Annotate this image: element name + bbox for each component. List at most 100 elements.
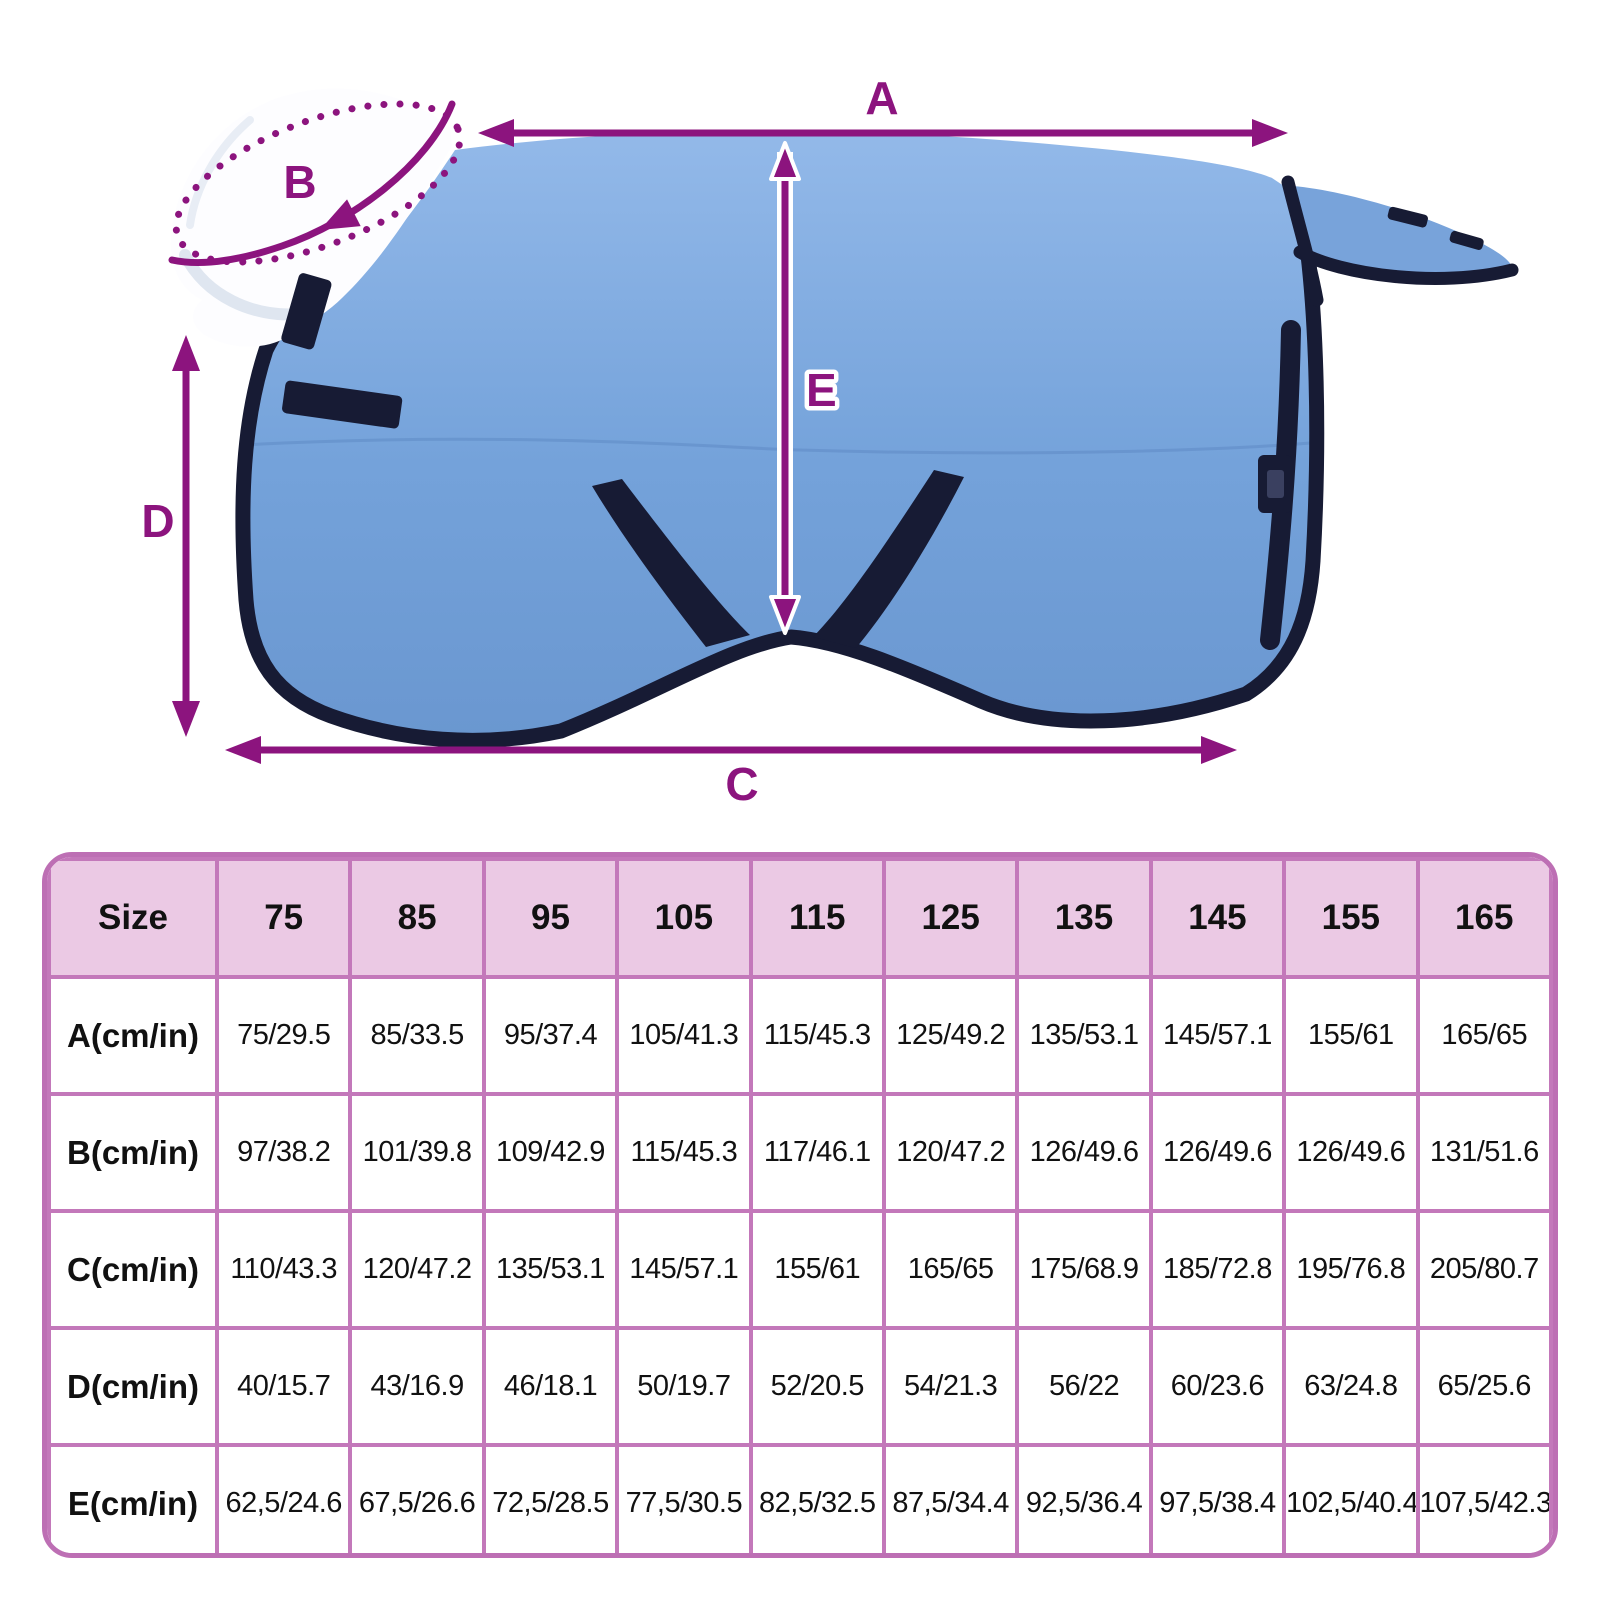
fleece-collar (170, 88, 453, 347)
size-value-cell: 105/41.3 (615, 975, 753, 1096)
size-value-cell: 67,5/26.6 (348, 1443, 486, 1553)
measurement-row-label: B(cm/in) (47, 1092, 219, 1213)
size-value-cell: 145/57.1 (615, 1209, 753, 1330)
size-value-cell: 195/76.8 (1282, 1209, 1420, 1330)
tail-flap-junction-trim (1281, 175, 1324, 307)
size-value-cell: 85/33.5 (348, 975, 486, 1096)
size-value-cell: 62,5/24.6 (214, 1443, 353, 1553)
size-table-header-row: Size 75 85 95 105 115 125 135 145 155 165 (47, 857, 1553, 979)
measure-e-arrow: E (769, 141, 841, 635)
tail-flap-trim (1293, 245, 1519, 285)
size-value-cell: 97/38.2 (214, 1092, 353, 1213)
measure-b-label: B (283, 156, 316, 208)
size-value-cell: 95/37.4 (481, 975, 620, 1096)
chest-strap (281, 273, 332, 350)
size-column-header: 165 (1415, 857, 1553, 979)
size-column-header: 115 (748, 857, 886, 979)
size-table-container: Size 75 85 95 105 115 125 135 145 155 165 A(cm/in)… (42, 852, 1558, 1558)
measurement-row-label: D(cm/in) (47, 1326, 219, 1447)
size-column-header: 145 (1148, 857, 1287, 979)
size-value-cell: 65/25.6 (1415, 1326, 1553, 1447)
size-value-cell: 165/65 (1415, 975, 1553, 1096)
horse-rug-illustration (170, 88, 1519, 748)
size-value-cell: 72,5/28.5 (481, 1443, 620, 1553)
size-value-cell: 155/61 (748, 1209, 886, 1330)
size-value-cell: 60/23.6 (1148, 1326, 1287, 1447)
measurement-row-label: C(cm/in) (47, 1209, 219, 1330)
size-value-cell: 46/18.1 (481, 1326, 620, 1447)
table-row: E(cm/in) 62,5/24.6 67,5/26.6 72,5/28.5 77,5/… (47, 1443, 1553, 1553)
size-value-cell: 120/47.2 (348, 1209, 486, 1330)
measure-d-label: D (141, 495, 174, 547)
size-value-cell: 155/61 (1282, 975, 1420, 1096)
belly-strap-right (813, 470, 964, 648)
size-value-cell: 185/72.8 (1148, 1209, 1287, 1330)
size-value-cell: 77,5/30.5 (615, 1443, 753, 1553)
size-value-cell: 107,5/42.3 (1415, 1443, 1553, 1553)
measure-b-arrow: B (168, 100, 464, 266)
table-row: C(cm/in) 110/43.3 120/47.2 135/53.1 145/57.1… (47, 1209, 1553, 1330)
size-value-cell: 101/39.8 (348, 1092, 486, 1213)
measure-a-label: A (865, 72, 898, 124)
size-column-header: 155 (1282, 857, 1420, 979)
size-value-cell: 205/80.7 (1415, 1209, 1553, 1330)
size-column-header: 135 (1015, 857, 1153, 979)
size-value-cell: 40/15.7 (214, 1326, 353, 1447)
size-value-cell: 135/53.1 (1015, 975, 1153, 1096)
table-row: B(cm/in) 97/38.2 101/39.8 109/42.9 115/45.3 1… (47, 1092, 1553, 1213)
size-value-cell: 126/49.6 (1015, 1092, 1153, 1213)
size-value-cell: 115/45.3 (615, 1092, 753, 1213)
size-value-cell: 175/68.9 (1015, 1209, 1153, 1330)
size-value-cell: 97,5/38.4 (1148, 1443, 1287, 1553)
size-value-cell: 87,5/34.4 (881, 1443, 1020, 1553)
size-value-cell: 50/19.7 (615, 1326, 753, 1447)
size-value-cell: 92,5/36.4 (1015, 1443, 1153, 1553)
size-value-cell: 102,5/40.4 (1282, 1443, 1420, 1553)
size-table: Size 75 85 95 105 115 125 135 145 155 165 A(cm/in)… (47, 857, 1553, 1553)
tail-flap-tab (1387, 206, 1428, 228)
rear-strap-buckle-slot (1267, 470, 1284, 498)
size-value-cell: 52/20.5 (748, 1326, 886, 1447)
size-value-cell: 126/49.6 (1148, 1092, 1287, 1213)
size-table-body: A(cm/in) 75/29.5 85/33.5 95/37.4 105/41.3 115… (47, 975, 1553, 1553)
size-value-cell: 63/24.8 (1282, 1326, 1420, 1447)
size-value-cell: 125/49.2 (881, 975, 1020, 1096)
horse-rug-measurement-diagram: A B C D E (141, 72, 1519, 810)
measure-a-arrow: A (478, 72, 1288, 147)
table-row: A(cm/in) 75/29.5 85/33.5 95/37.4 105/41.3 115… (47, 975, 1553, 1096)
belly-strap-left (592, 479, 750, 647)
measure-d-arrow: D (141, 335, 200, 737)
fleece-collar-shading (186, 116, 254, 229)
measurement-row-label: A(cm/in) (47, 975, 219, 1096)
size-column-header: 75 (214, 857, 353, 979)
size-value-cell: 56/22 (1015, 1326, 1153, 1447)
fleece-collar-shading (179, 249, 306, 321)
measure-c-label: C (725, 758, 758, 810)
rug-seam (241, 437, 1311, 455)
size-value-cell: 126/49.6 (1282, 1092, 1420, 1213)
size-value-cell: 135/53.1 (481, 1209, 620, 1330)
size-column-header: 105 (615, 857, 753, 979)
size-value-cell: 82,5/32.5 (748, 1443, 886, 1553)
size-header-cell: Size (47, 857, 219, 979)
chest-strap (282, 380, 403, 429)
table-row: D(cm/in) 40/15.7 43/16.9 46/18.1 50/19.7 52/2… (47, 1326, 1553, 1447)
size-value-cell: 75/29.5 (214, 975, 353, 1096)
rug-trim (235, 188, 1325, 748)
size-value-cell: 109/42.9 (481, 1092, 620, 1213)
size-value-cell: 120/47.2 (881, 1092, 1020, 1213)
size-value-cell: 117/46.1 (748, 1092, 886, 1213)
measure-c-arrow: C (225, 736, 1237, 810)
size-value-cell: 43/16.9 (348, 1326, 486, 1447)
size-column-header: 125 (881, 857, 1020, 979)
size-value-cell: 115/45.3 (748, 975, 886, 1096)
size-value-cell: 145/57.1 (1148, 975, 1287, 1096)
size-value-cell: 131/51.6 (1415, 1092, 1553, 1213)
size-value-cell: 165/65 (881, 1209, 1020, 1330)
size-column-header: 95 (481, 857, 620, 979)
tail-flap-tab (1449, 230, 1484, 250)
size-value-cell: 110/43.3 (214, 1209, 353, 1330)
size-value-cell: 54/21.3 (881, 1326, 1020, 1447)
tail-flap (1293, 186, 1513, 283)
